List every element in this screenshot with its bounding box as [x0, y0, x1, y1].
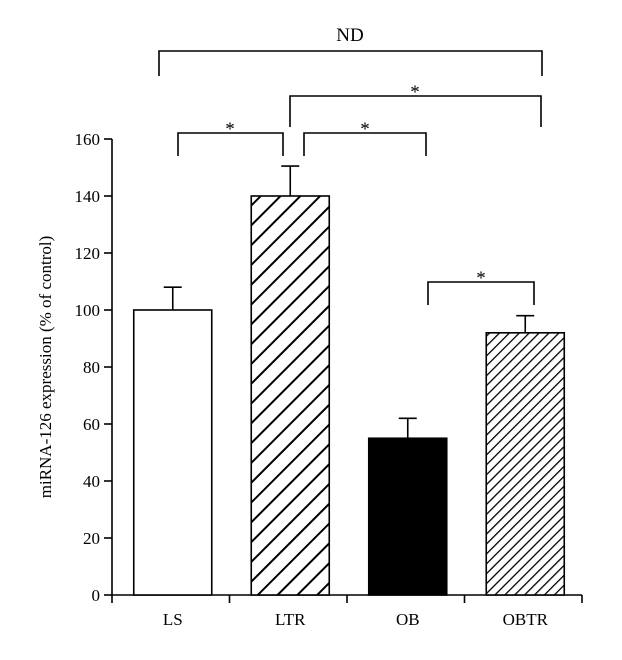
category-label: LS [163, 610, 183, 629]
significance-bracket [289, 95, 542, 127]
axes: 0 20 40 60 80 100 120 140 160 [75, 130, 583, 605]
significance-star: * [410, 82, 420, 103]
bars: LS LTR OB OBTR [132, 165, 566, 629]
significance-bracket [427, 281, 535, 305]
bar-obtr [485, 331, 566, 596]
y-tick-label: 20 [83, 529, 100, 548]
bar-ls [132, 309, 213, 596]
significance-label: ND [336, 25, 363, 46]
category-label: OB [396, 610, 420, 629]
category-label: LTR [275, 610, 306, 629]
y-tick-label: 40 [83, 472, 100, 491]
significance-brackets: ND * * * * [158, 25, 543, 305]
significance-star: * [476, 268, 486, 289]
significance-bracket [303, 132, 427, 156]
y-tick-label: 80 [83, 358, 100, 377]
y-tick-label: 140 [75, 187, 101, 206]
significance-bracket [158, 50, 543, 76]
y-tick-label: 60 [83, 415, 100, 434]
category-label: OBTR [503, 610, 549, 629]
y-axis-label: miRNA-126 expression (% of control) [36, 236, 55, 499]
y-tick-label: 0 [92, 586, 101, 605]
significance-bracket [177, 132, 284, 156]
y-tick-label: 100 [75, 301, 101, 320]
significance-star: * [360, 119, 370, 140]
bar-ltr [250, 195, 331, 596]
y-tick-label: 160 [75, 130, 101, 149]
significance-star: * [225, 119, 235, 140]
y-tick-label: 120 [75, 244, 101, 263]
bar-ob [367, 437, 448, 596]
